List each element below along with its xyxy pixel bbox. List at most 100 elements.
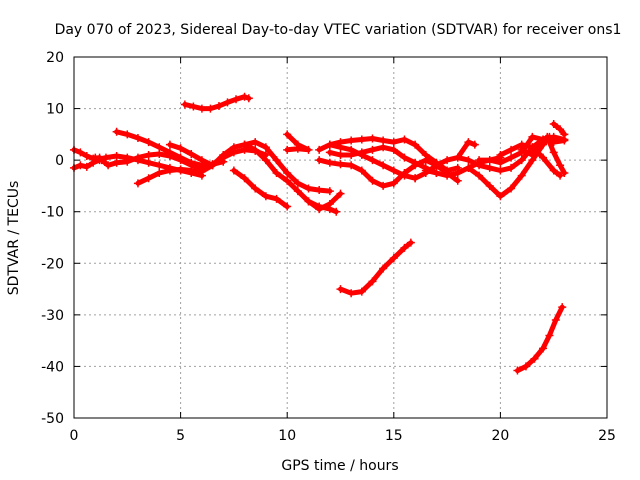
data-point: [325, 158, 334, 167]
data-point: [389, 145, 398, 154]
data-point: [485, 163, 494, 172]
data-point: [556, 161, 565, 170]
data-point: [272, 169, 281, 178]
data-point: [368, 156, 377, 165]
data-point: [406, 238, 415, 247]
data-point: [379, 181, 388, 190]
data-point: [496, 166, 505, 175]
data-point: [261, 156, 270, 165]
data-point: [556, 171, 565, 180]
data-point: [293, 187, 302, 196]
y-tick-label: 0: [55, 153, 64, 169]
data-point: [528, 150, 537, 159]
data-point: [539, 344, 548, 353]
y-tick-label: 10: [46, 102, 64, 118]
data-point: [176, 144, 185, 153]
data-point: [389, 166, 398, 175]
data-point: [223, 98, 232, 107]
data-point: [206, 104, 215, 113]
data-point: [379, 264, 388, 273]
data-point: [432, 161, 441, 170]
data-point: [543, 132, 552, 141]
data-point: [82, 152, 91, 161]
data-point: [549, 166, 558, 175]
data-point: [251, 138, 260, 147]
data-point: [155, 161, 164, 170]
data-point: [357, 287, 366, 296]
data-point: [551, 316, 560, 325]
x-tick-label: 15: [385, 428, 403, 444]
data-point: [293, 144, 302, 153]
data-point: [283, 169, 292, 178]
data-point: [507, 145, 516, 154]
data-point: [315, 186, 324, 195]
data-point: [219, 150, 228, 159]
data-point: [411, 161, 420, 170]
data-point: [197, 167, 206, 176]
data-point: [187, 149, 196, 158]
data-point: [123, 153, 132, 162]
data-point: [357, 150, 366, 159]
x-tick-label: 5: [176, 428, 185, 444]
data-point: [336, 150, 345, 159]
data-point: [123, 130, 132, 139]
data-point: [534, 140, 543, 149]
data-point: [315, 145, 324, 154]
data-point: [347, 289, 356, 298]
data-point: [389, 138, 398, 147]
axis-ticks: 0 5 10 15 20 25 -50 -40 -30 -20 -10 0 10 20: [41, 50, 616, 444]
data-point: [283, 145, 292, 154]
data-point: [180, 100, 189, 109]
data-point: [251, 184, 260, 193]
data-point: [144, 174, 153, 183]
data-point: [315, 156, 324, 165]
y-tick-label: -10: [41, 205, 64, 221]
data-point: [507, 163, 516, 172]
data-point: [336, 143, 345, 152]
y-tick-label: -30: [41, 308, 64, 324]
data-point: [304, 145, 313, 154]
data-point: [368, 176, 377, 185]
data-point: [283, 176, 292, 185]
data-point: [112, 152, 121, 161]
data-point: [507, 184, 516, 193]
data-point: [112, 158, 121, 167]
data-point: [283, 202, 292, 211]
data-point: [187, 166, 196, 175]
data-point: [293, 179, 302, 188]
series-track-12: [306, 191, 343, 212]
data-point: [272, 194, 281, 203]
data-point: [400, 243, 409, 252]
data-point: [347, 161, 356, 170]
data-point: [357, 135, 366, 144]
data-point: [549, 148, 558, 157]
data-point: [560, 169, 569, 178]
data-point: [368, 134, 377, 143]
data-point: [155, 143, 164, 152]
data-point: [232, 95, 241, 104]
data-point: [400, 171, 409, 180]
data-point: [545, 331, 554, 340]
data-point: [165, 166, 174, 175]
x-tick-label: 20: [491, 428, 509, 444]
data-point: [133, 133, 142, 142]
data-point: [379, 143, 388, 152]
data-point: [189, 102, 198, 111]
data-point: [475, 171, 484, 180]
data-point: [357, 166, 366, 175]
data-point: [208, 161, 217, 170]
data-point: [240, 174, 249, 183]
data-point: [144, 138, 153, 147]
data-point: [336, 160, 345, 169]
data-point: [176, 165, 185, 174]
data-point: [197, 156, 206, 165]
data-point: [332, 207, 341, 216]
data-point: [347, 145, 356, 154]
data-point: [76, 161, 85, 170]
data-point: [496, 192, 505, 201]
data-point: [432, 169, 441, 178]
data-point: [251, 145, 260, 154]
data-point: [464, 138, 473, 147]
data-point: [379, 161, 388, 170]
